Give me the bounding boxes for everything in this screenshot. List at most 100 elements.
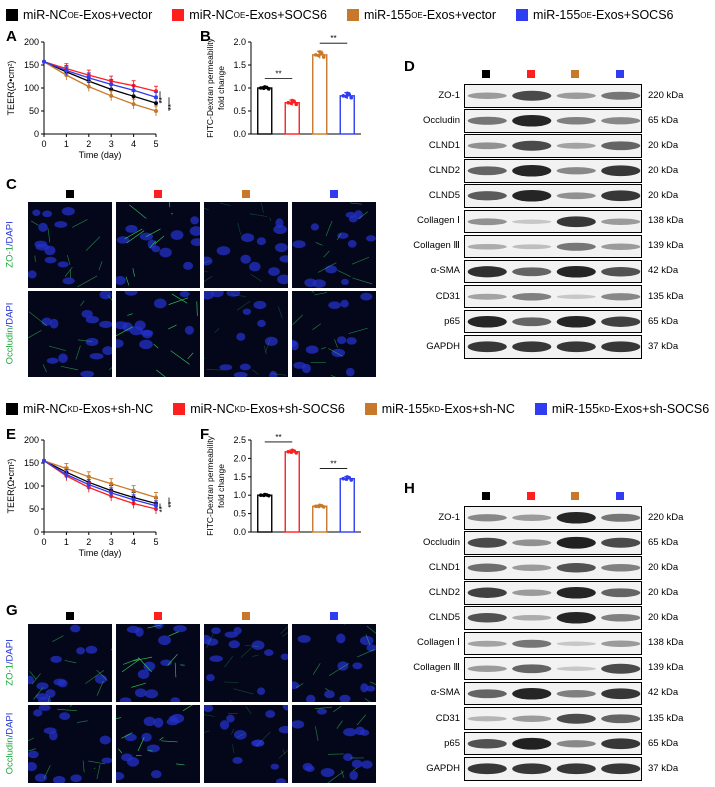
- micrograph-drawing: [116, 705, 200, 783]
- fiber: [251, 274, 262, 281]
- fiber: [204, 276, 212, 284]
- nucleus: [354, 210, 362, 219]
- nucleus: [257, 237, 266, 245]
- group-marker: [330, 612, 338, 620]
- band: [468, 294, 507, 300]
- nucleus: [127, 757, 139, 767]
- fiber: [365, 699, 376, 702]
- x-axis-label: Time (day): [79, 150, 122, 160]
- nucleus: [49, 731, 58, 741]
- nucleus: [185, 326, 194, 335]
- nucleus: [47, 358, 59, 364]
- nucleus: [171, 714, 185, 723]
- nucleus: [54, 221, 67, 228]
- legend-sup: KD: [235, 405, 246, 414]
- fiber: [133, 657, 152, 661]
- micrograph-image: [292, 705, 376, 783]
- micrograph-drawing: [28, 624, 112, 702]
- fiber: [315, 726, 318, 741]
- nucleus: [265, 710, 275, 718]
- blot-drawing: [465, 261, 643, 285]
- nucleus: [180, 291, 190, 297]
- band: [468, 341, 507, 352]
- fiber: [261, 203, 263, 213]
- nucleus: [204, 256, 212, 265]
- nucleus: [229, 640, 240, 648]
- micrograph-image: [116, 705, 200, 783]
- nucleus: [80, 371, 94, 377]
- protein-label: ZO-1: [400, 512, 460, 523]
- fiber: [303, 291, 314, 293]
- fiber: [83, 761, 84, 773]
- x-tick-label: 3: [109, 537, 114, 547]
- fiber: [230, 700, 238, 702]
- fiber: [204, 271, 207, 272]
- nucleus: [38, 223, 48, 232]
- fiber: [326, 221, 332, 236]
- fiber: [160, 737, 164, 740]
- blot-drawing: [465, 582, 643, 606]
- y-tick-label: 1.0: [233, 490, 246, 500]
- legend-label-rest: -Exos+SOCS6: [592, 8, 674, 22]
- nucleus: [35, 774, 47, 782]
- x-tick-label: 5: [153, 139, 158, 149]
- blot-drawing: [465, 311, 643, 335]
- kda-label: 42 kDa: [648, 265, 678, 276]
- blot-strip: [464, 260, 642, 284]
- x-tick-label: 0: [41, 139, 46, 149]
- x-tick-label: 2: [86, 139, 91, 149]
- micrograph-image: [204, 202, 288, 288]
- data-dot: [314, 53, 318, 57]
- band: [468, 613, 507, 623]
- kda-label: 42 kDa: [648, 687, 678, 698]
- fiber: [65, 267, 72, 277]
- kda-label: 138 kDa: [648, 637, 683, 648]
- micrograph-drawing: [28, 291, 112, 377]
- y-tick-label: 0.0: [233, 527, 246, 537]
- nucleus: [32, 210, 40, 216]
- kda-label: 20 kDa: [648, 165, 678, 176]
- nucleus: [158, 635, 171, 645]
- fiber: [321, 347, 326, 349]
- band: [468, 167, 507, 176]
- nucleus: [54, 679, 66, 686]
- blot-drawing: [465, 211, 643, 235]
- nucleus: [249, 262, 261, 272]
- band: [468, 244, 507, 250]
- nucleus: [120, 697, 132, 702]
- y-axis-label: TEER(Ω•cm²): [6, 61, 16, 116]
- micro-stain-label: ZO-1: [5, 664, 16, 686]
- nucleus: [292, 240, 305, 248]
- blot-drawing: [465, 507, 643, 531]
- data-dot: [267, 87, 271, 91]
- legend-sup: OE: [67, 11, 79, 20]
- legend-sup: KD: [429, 405, 440, 414]
- band: [468, 93, 507, 99]
- data-dot: [322, 55, 326, 59]
- band: [601, 267, 640, 277]
- data-dot: [263, 493, 267, 497]
- legend-swatch: [172, 9, 184, 21]
- band: [601, 243, 640, 249]
- micrograph-image: [116, 202, 200, 288]
- nucleus: [144, 717, 156, 727]
- nucleus: [348, 240, 357, 248]
- band: [601, 341, 640, 352]
- band: [601, 738, 640, 749]
- legend-swatch: [6, 9, 18, 21]
- nucleus: [190, 216, 199, 224]
- legend-label: miR-NC: [23, 8, 67, 22]
- sig-mark: **: [275, 70, 281, 79]
- micrograph-drawing: [292, 202, 376, 288]
- blot-strip: [464, 184, 642, 208]
- lane-marker: [482, 70, 490, 78]
- blot-strip: [464, 581, 642, 605]
- bar: [258, 495, 272, 532]
- band: [601, 191, 640, 202]
- fiber: [57, 709, 77, 710]
- band: [512, 688, 551, 700]
- fiber: [80, 301, 84, 306]
